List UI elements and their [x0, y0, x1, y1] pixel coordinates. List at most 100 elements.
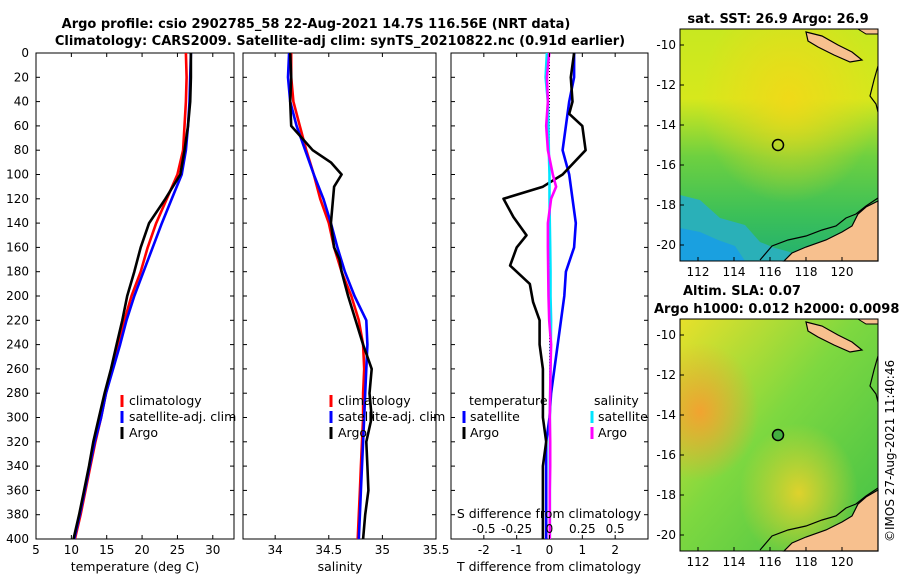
- legend-salinity-heading: salinity: [594, 393, 639, 408]
- series-argo: [288, 53, 374, 539]
- depth-tick-label: 340: [6, 459, 29, 473]
- difference-xlabel-top: S difference from climatology: [457, 506, 642, 521]
- depth-tick-label: 180: [6, 265, 29, 279]
- sla-map-title-line1: Altim. SLA: 0.07: [683, 284, 801, 299]
- depth-tick-label: 380: [6, 508, 29, 522]
- x-tick-label: 1: [579, 543, 587, 557]
- legend-climatology-label: climatology: [129, 393, 202, 408]
- copyright-stamp: ©IMOS 27-Aug-2021 11:40:46: [883, 360, 897, 542]
- sst-contour-lower: [759, 197, 879, 261]
- legend-satellite-label: satellite-adj. clim: [129, 409, 236, 424]
- sla-argo-marker: [771, 428, 785, 442]
- legend-climatology-label: climatology: [338, 393, 411, 408]
- x-tick-label: 5: [32, 543, 40, 557]
- depth-axis: 0 20 40 60 80 100 120 140 160 180 200 220 240 260 280 3…: [6, 46, 648, 546]
- sst-map-ticks: 112 114 116 118 120 -10 -12 -14 -16 -18 -20: [656, 38, 853, 279]
- legend-temperature-heading: temperature: [469, 393, 548, 408]
- map-x-tick-label: 112: [687, 555, 710, 569]
- difference-legend: temperature satellite Argo salinity sate…: [462, 393, 648, 440]
- depth-tick-label: 220: [6, 313, 29, 327]
- series-temperature-argo: [502, 53, 587, 539]
- salinity-diff-tick-label: 0.5: [606, 522, 625, 536]
- map-y-tick-label: -10: [656, 38, 676, 52]
- legend-t-argo-label: Argo: [470, 425, 499, 440]
- sla-land-island: [805, 321, 864, 353]
- x-tick-label: -2: [478, 543, 490, 557]
- x-tick-label: 20: [134, 543, 149, 557]
- difference-plot: [502, 53, 587, 539]
- sst-contour: [869, 65, 879, 113]
- x-tick-label: 15: [99, 543, 114, 557]
- depth-tick-label: 360: [6, 483, 29, 497]
- depth-tick-label: 240: [6, 338, 29, 352]
- map-x-tick-label: 118: [795, 555, 818, 569]
- map-y-tick-label: -18: [656, 198, 676, 212]
- x-tick-label: 30: [205, 543, 220, 557]
- x-tick-label: 35.5: [423, 543, 450, 557]
- x-tick-label: 34.5: [315, 543, 342, 557]
- x-tick-label: 35: [375, 543, 390, 557]
- sla-contour: [869, 355, 879, 403]
- depth-tick-label: 260: [6, 362, 29, 376]
- map-y-tick-label: -18: [656, 488, 676, 502]
- legend-argo-label: Argo: [338, 425, 367, 440]
- legend-t-satellite-label: satellite: [470, 409, 520, 424]
- legend-argo-label: Argo: [129, 425, 158, 440]
- depth-tick-label: 80: [14, 143, 29, 157]
- depth-tick-label: 40: [14, 95, 29, 109]
- difference-xlabel: T difference from climatology: [456, 559, 642, 574]
- sst-cold-patch: [680, 228, 745, 261]
- sst-map: [679, 28, 879, 262]
- sst-map-frame: [679, 28, 879, 262]
- legend-s-satellite-label: satellite: [598, 409, 648, 424]
- legend-s-argo-label: Argo: [598, 425, 627, 440]
- map-y-tick-label: -12: [656, 78, 676, 92]
- map-y-tick-label: -14: [656, 118, 676, 132]
- map-x-tick-label: 116: [759, 265, 782, 279]
- temperature-plot: [72, 53, 193, 539]
- sst-map-title: sat. SST: 26.9 Argo: 26.9: [687, 12, 868, 27]
- legend-satellite-label: satellite-adj. clim: [338, 409, 445, 424]
- salinity-diff-tick-label: 0: [546, 522, 554, 536]
- depth-tick-label: 200: [6, 289, 29, 303]
- figure-title-line2: Climatology: CARS2009. Satellite-adj cli…: [55, 34, 625, 49]
- map-x-tick-label: 120: [831, 265, 854, 279]
- map-y-tick-label: -20: [656, 238, 676, 252]
- temperature-legend: climatology satellite-adj. clim Argo: [120, 393, 236, 440]
- map-y-tick-label: -20: [656, 528, 676, 542]
- depth-tick-label: 20: [14, 70, 29, 84]
- map-x-tick-label: 112: [687, 265, 710, 279]
- salinity-panel-frame: [242, 52, 437, 540]
- figure-title-line1: Argo profile: csio 2902785_58 22-Aug-202…: [62, 17, 571, 32]
- x-tick-label: 34: [268, 543, 283, 557]
- x-tick-label: -1: [511, 543, 523, 557]
- salinity-xlabel: salinity: [318, 559, 363, 574]
- salinity-diff-tick-label: 0.25: [569, 522, 596, 536]
- x-tick-label: 2: [611, 543, 619, 557]
- x-tick-label: 25: [170, 543, 185, 557]
- sla-map-frame: [679, 318, 879, 552]
- map-y-tick-label: -14: [656, 408, 676, 422]
- depth-tick-label: 120: [6, 192, 29, 206]
- x-axes: 5 10 15 20 25 30 34 34.5 35 35.5 -2 -1 0 1 2: [32, 53, 619, 557]
- salinity-plot: [286, 53, 374, 539]
- salinity-diff-ticks: -0.5 -0.25 0 0.25 0.5: [472, 522, 625, 536]
- sla-map-title-line2: Argo h1000: 0.012 h2000: 0.0098: [654, 302, 899, 317]
- depth-tick-label: 140: [6, 216, 29, 230]
- salinity-diff-tick-label: -0.25: [501, 522, 532, 536]
- depth-tick-label: 400: [6, 532, 29, 546]
- map-y-tick-label: -12: [656, 368, 676, 382]
- series-salinity-argo: [544, 53, 558, 539]
- salinity-legend: climatology satellite-adj. clim Argo: [329, 393, 445, 440]
- sst-argo-marker: [771, 138, 785, 152]
- map-x-tick-label: 118: [795, 265, 818, 279]
- x-tick-label: 10: [64, 543, 79, 557]
- sst-land-island: [805, 31, 864, 63]
- map-x-tick-label: 116: [759, 555, 782, 569]
- sla-map-ticks: 112 114 116 118 120 -10 -12 -14 -16 -18 -20: [656, 328, 853, 569]
- depth-tick-label: 300: [6, 411, 29, 425]
- depth-tick-label: 100: [6, 168, 29, 182]
- salinity-diff-tick-label: -0.5: [472, 522, 495, 536]
- depth-tick-label: 0: [21, 46, 29, 60]
